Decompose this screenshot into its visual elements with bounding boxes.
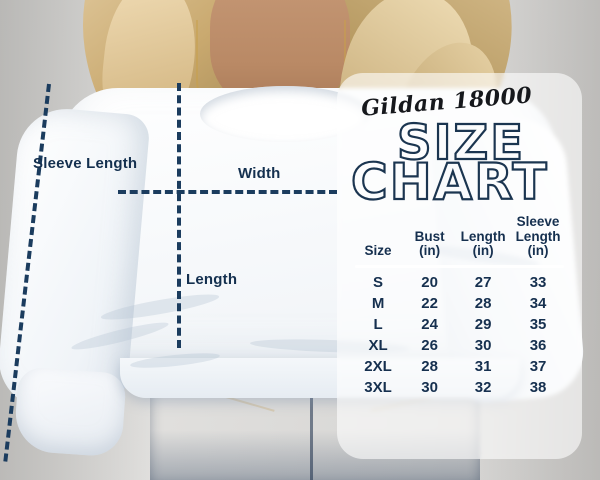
table-cell-length_in: 29 bbox=[474, 315, 492, 333]
column-header-bust: Bust (in) bbox=[414, 228, 445, 259]
table-cell-length_in: 32 bbox=[474, 378, 492, 396]
table-cell-sleeve_length_in: 34 bbox=[529, 294, 547, 312]
chart-heading: CHART bbox=[350, 152, 549, 212]
table-cell-bust_in: 30 bbox=[421, 378, 438, 396]
table-cell-size: L bbox=[373, 315, 383, 333]
column-header-size: Size bbox=[364, 243, 392, 259]
table-cell-bust_in: 26 bbox=[421, 336, 438, 354]
sleeve-length-dashed-line bbox=[3, 83, 51, 462]
width-dashed-line bbox=[118, 190, 337, 194]
size-table: Size Bust (in) Length (in) Sleeve Length… bbox=[349, 214, 570, 398]
column-header-sleeve-length: Sleeve Length (in) bbox=[515, 214, 561, 259]
table-cell-sleeve_length_in: 38 bbox=[529, 378, 547, 396]
width-label: Width bbox=[238, 165, 281, 182]
table-cell-bust_in: 28 bbox=[421, 357, 438, 375]
length-dashed-line bbox=[177, 83, 181, 348]
table-cell-size: S bbox=[373, 273, 384, 291]
table-cell-size: XL bbox=[368, 336, 388, 354]
table-cell-length_in: 27 bbox=[474, 273, 492, 291]
table-row: 3XL 30 32 38 bbox=[349, 377, 570, 398]
size-heading: SIZE bbox=[396, 114, 526, 172]
table-row: L 24 29 35 bbox=[349, 314, 570, 335]
table-row: XL 26 30 36 bbox=[349, 335, 570, 356]
table-header-rule bbox=[355, 264, 564, 268]
table-cell-bust_in: 20 bbox=[421, 273, 438, 291]
table-body: S 20 27 33 M 22 28 34 L 24 29 35 XL 26 30 36 2XL 28 31 37 3X… bbox=[349, 272, 570, 398]
size-chart-card: Gildan 18000 SIZE CHART Size Bust (in) L… bbox=[337, 73, 582, 459]
table-cell-size: M bbox=[371, 294, 385, 312]
table-cell-length_in: 31 bbox=[474, 357, 492, 375]
table-cell-size: 2XL bbox=[364, 357, 392, 375]
column-header-length: Length (in) bbox=[460, 228, 506, 259]
table-row: S 20 27 33 bbox=[349, 272, 570, 293]
table-cell-sleeve_length_in: 33 bbox=[529, 273, 547, 291]
table-row: 2XL 28 31 37 bbox=[349, 356, 570, 377]
table-cell-length_in: 28 bbox=[474, 294, 492, 312]
sleeve-length-label: Sleeve Length bbox=[33, 155, 138, 172]
table-cell-sleeve_length_in: 37 bbox=[529, 357, 547, 375]
table-cell-size: 3XL bbox=[364, 378, 392, 396]
table-row: M 22 28 34 bbox=[349, 293, 570, 314]
table-cell-bust_in: 22 bbox=[421, 294, 438, 312]
jeans-fly-seam bbox=[310, 396, 313, 480]
table-cell-bust_in: 24 bbox=[421, 315, 438, 333]
table-header-row: Size Bust (in) Length (in) Sleeve Length… bbox=[349, 214, 570, 265]
table-cell-sleeve_length_in: 35 bbox=[529, 315, 547, 333]
table-cell-sleeve_length_in: 36 bbox=[529, 336, 547, 354]
length-label: Length bbox=[186, 271, 238, 288]
table-cell-length_in: 30 bbox=[474, 336, 492, 354]
